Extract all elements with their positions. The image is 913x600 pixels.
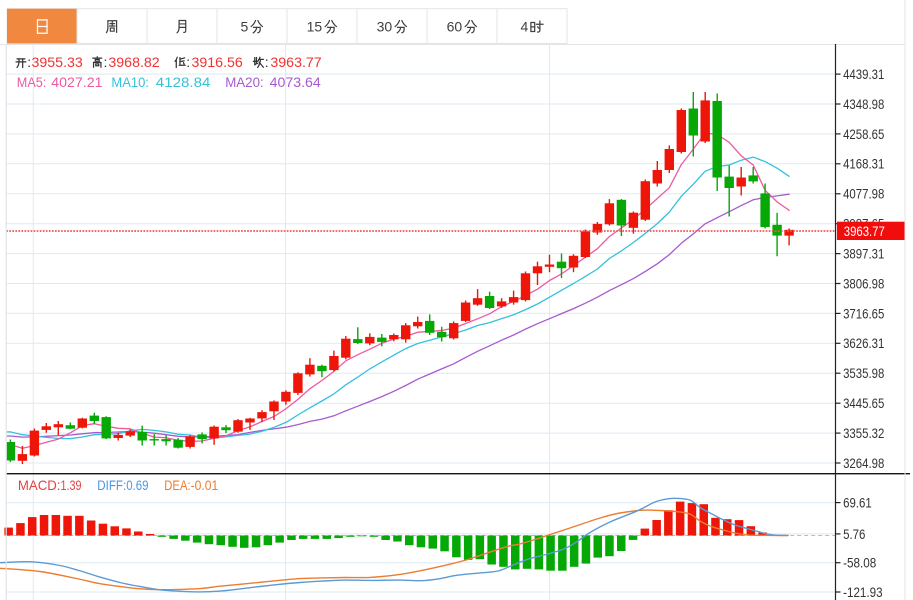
svg-text:3716.65: 3716.65: [843, 305, 884, 321]
svg-text:3963.77: 3963.77: [844, 223, 885, 239]
svg-text::: :: [265, 54, 269, 70]
svg-text:3445.65: 3445.65: [843, 395, 884, 411]
svg-text:4: 4: [521, 19, 529, 35]
svg-text:4073.64: 4073.64: [270, 74, 321, 90]
svg-text:4077.98: 4077.98: [843, 186, 884, 202]
svg-text:MA10:: MA10:: [111, 74, 148, 90]
svg-text:4168.31: 4168.31: [843, 156, 884, 172]
svg-text:3955.33: 3955.33: [32, 54, 84, 70]
svg-text:5.76: 5.76: [843, 526, 865, 542]
svg-text:4027.21: 4027.21: [51, 74, 102, 90]
svg-text::: :: [186, 54, 190, 70]
svg-text:DIFF:: DIFF:: [97, 477, 126, 493]
svg-text:69.61: 69.61: [843, 495, 872, 511]
svg-text:60: 60: [447, 19, 463, 35]
svg-text:3264.98: 3264.98: [843, 455, 884, 471]
svg-text:MA20:: MA20:: [225, 74, 264, 90]
svg-text:4258.65: 4258.65: [843, 126, 884, 142]
svg-text:4128.84: 4128.84: [156, 74, 211, 90]
svg-text:3806.98: 3806.98: [843, 275, 884, 291]
svg-text:30: 30: [377, 19, 393, 35]
svg-text:15: 15: [307, 19, 323, 35]
svg-text:3968.82: 3968.82: [108, 54, 160, 70]
svg-text:3535.98: 3535.98: [843, 365, 884, 381]
svg-text:-58.08: -58.08: [843, 555, 876, 571]
svg-text:1.39: 1.39: [61, 477, 82, 493]
svg-text:3897.31: 3897.31: [843, 246, 884, 262]
svg-text:3626.31: 3626.31: [843, 335, 884, 351]
svg-text:3963.77: 3963.77: [270, 54, 322, 70]
svg-text:-121.93: -121.93: [843, 584, 883, 600]
svg-text:MA5:: MA5:: [17, 74, 47, 90]
svg-text::: :: [104, 54, 108, 70]
svg-text:4439.31: 4439.31: [843, 66, 884, 82]
svg-text:-0.01: -0.01: [191, 477, 219, 493]
svg-text:3355.32: 3355.32: [843, 425, 884, 441]
svg-text:MACD:: MACD:: [18, 477, 61, 493]
svg-text::: :: [27, 54, 31, 70]
svg-text:3916.56: 3916.56: [192, 54, 244, 70]
svg-text:4348.98: 4348.98: [843, 96, 884, 112]
svg-text:5: 5: [241, 19, 249, 35]
svg-text:0.69: 0.69: [126, 477, 148, 493]
svg-text:DEA:: DEA:: [164, 477, 190, 493]
